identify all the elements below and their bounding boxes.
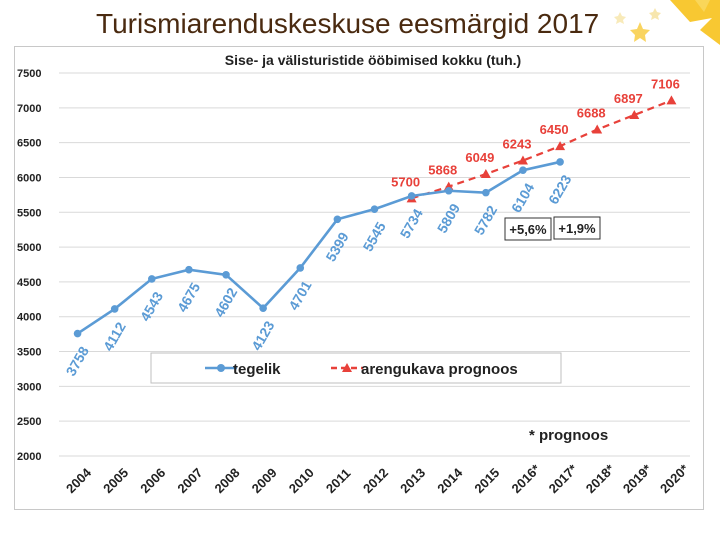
- x-tick-label: 2011: [323, 466, 354, 497]
- x-axis-tick-labels: 2004 2005 2006 2007 2008 2009 2010 2011 2012 2013…: [63, 461, 692, 496]
- y-tick-label: 6500: [17, 138, 41, 150]
- actual-marker: [259, 304, 267, 312]
- forecast-marker: [592, 124, 603, 134]
- legend-actual-label: tegelik: [233, 361, 281, 378]
- actual-marker: [444, 186, 453, 195]
- chart-svg: Sise- ja välisturistide ööbimised kokku …: [17, 52, 692, 496]
- forecast-marker: [629, 109, 640, 119]
- forecast-data-label: 6450: [540, 122, 569, 137]
- actual-data-label: 6104: [508, 180, 538, 215]
- actual-marker: [73, 329, 82, 338]
- actual-marker: [333, 215, 342, 224]
- x-tick-label: 2004: [63, 465, 95, 497]
- y-tick-label: 2500: [17, 416, 41, 428]
- x-tick-label: 2012: [360, 465, 391, 496]
- actual-data-label: 4543: [137, 289, 167, 324]
- growth-2017-box: [553, 216, 601, 240]
- chart-frame: Sise- ja välisturistide ööbimised kokku …: [14, 46, 704, 510]
- forecast-data-label: 6049: [465, 150, 494, 165]
- y-axis-tick-labels: 2000 2500 3000 3500 4000 4500 5000 5500 6000 6500…: [17, 68, 41, 463]
- slide-title: Turismiarenduskeskuse eesmärgid 2017: [96, 8, 600, 39]
- y-tick-label: 3000: [17, 381, 41, 393]
- actual-data-label: 3758: [63, 343, 93, 378]
- actual-marker: [296, 264, 305, 272]
- actual-marker: [185, 265, 193, 274]
- y-tick-label: 4000: [17, 312, 41, 324]
- y-tick-label: 7500: [17, 68, 41, 80]
- actual-marker: [519, 166, 527, 175]
- actual-series: [73, 158, 564, 338]
- actual-marker: [482, 188, 490, 197]
- legend-forecast-label: arengukava prognoos: [361, 361, 518, 378]
- x-tick-label: 2018*: [583, 461, 618, 496]
- actual-marker: [222, 271, 230, 279]
- forecast-data-label: 6897: [614, 91, 643, 106]
- x-tick-label: 2013: [397, 465, 428, 496]
- growth-2016-label: +5,6%: [509, 222, 547, 237]
- y-tick-label: 3500: [17, 347, 41, 359]
- x-tick-label: 2017*: [546, 461, 581, 496]
- y-tick-label: 5500: [17, 207, 41, 219]
- legend-forecast-marker: [342, 363, 352, 372]
- x-tick-label: 2016*: [508, 461, 543, 496]
- actual-data-label: 5734: [397, 206, 427, 241]
- forecast-data-label: 5700: [391, 174, 420, 189]
- actual-data-label: 4675: [174, 280, 204, 315]
- x-tick-label: 2005: [100, 465, 131, 496]
- actual-data-label: 5809: [434, 201, 464, 236]
- actual-data-label: 5782: [471, 202, 501, 237]
- forecast-marker: [517, 155, 528, 165]
- x-tick-label: 2020*: [657, 461, 692, 496]
- x-tick-label: 2010: [286, 465, 317, 496]
- y-tick-label: 6000: [17, 172, 41, 184]
- chart-title: Sise- ja välisturistide ööbimised kokku …: [225, 52, 521, 68]
- y-tick-label: 5000: [17, 242, 41, 254]
- actual-marker: [110, 305, 119, 313]
- growth-2016-box: [504, 217, 552, 241]
- footnote-label: * prognoos: [529, 427, 608, 444]
- actual-data-label: 4602: [211, 285, 241, 320]
- forecast-data-label: 6243: [503, 137, 532, 152]
- forecast-marker: [666, 95, 677, 105]
- actual-marker: [556, 158, 564, 166]
- legend-actual-marker: [217, 364, 225, 372]
- actual-line: [76, 160, 561, 335]
- forecast-marker: [555, 141, 566, 151]
- y-tick-label: 2000: [17, 451, 41, 463]
- actual-data-label: 4701: [285, 278, 315, 313]
- x-tick-label: 2019*: [620, 461, 655, 496]
- forecast-marker: [480, 169, 491, 179]
- x-tick-label: 2009: [249, 465, 280, 496]
- forecast-line: [411, 99, 672, 200]
- actual-marker: [370, 205, 379, 213]
- actual-data-label: 4112: [100, 319, 129, 353]
- growth-2017-label: +1,9%: [558, 221, 596, 236]
- actual-data-label: 4123: [248, 318, 278, 353]
- forecast-data-label: 6688: [577, 106, 606, 121]
- x-tick-label: 2014: [434, 465, 466, 497]
- actual-marker: [407, 192, 416, 200]
- x-tick-label: 2008: [212, 465, 243, 496]
- actual-data-label: 5545: [359, 219, 389, 254]
- x-tick-label: 2006: [137, 465, 168, 496]
- x-tick-label: 2015: [471, 465, 502, 496]
- forecast-series: [406, 95, 677, 203]
- y-tick-label: 4500: [17, 277, 41, 289]
- y-tick-label: 7000: [17, 103, 41, 115]
- forecast-data-label: 7106: [651, 76, 680, 91]
- decorative-stars-icon: [614, 0, 720, 45]
- x-tick-label: 2007: [174, 465, 205, 496]
- actual-marker: [147, 275, 156, 283]
- forecast-data-label: 5868: [428, 163, 457, 178]
